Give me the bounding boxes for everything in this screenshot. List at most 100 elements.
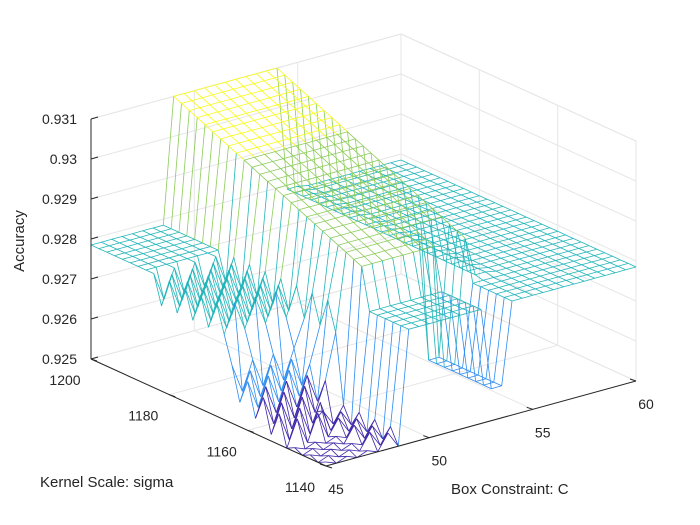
surface-edge <box>335 217 344 226</box>
surface-edge <box>477 267 489 269</box>
surface-edge <box>129 239 138 244</box>
surface-edge <box>450 194 462 199</box>
surface-edge <box>403 316 414 320</box>
surface-edge <box>225 81 234 90</box>
surface-edge <box>293 152 304 157</box>
surface-edge <box>329 124 340 128</box>
surface-edge <box>547 253 559 258</box>
surface-edge <box>304 386 316 413</box>
surface-edge <box>249 174 261 265</box>
surface-edge <box>464 237 476 275</box>
surface-edge <box>319 203 328 212</box>
surface-edge <box>462 260 471 266</box>
surface-edge <box>408 163 417 168</box>
surface-edge <box>476 201 485 206</box>
surface-edge <box>588 245 597 250</box>
surface-edge <box>290 202 300 210</box>
surface-edge <box>264 114 275 118</box>
surface-edge <box>531 226 540 231</box>
surface-edge <box>310 199 319 204</box>
surface-edge <box>555 257 566 261</box>
surface-edge <box>142 227 154 232</box>
surface-edge <box>487 218 498 223</box>
surface-edge <box>371 186 382 191</box>
surface-edge <box>379 308 388 313</box>
surface-edge <box>424 170 433 175</box>
surface-edge <box>303 186 315 191</box>
surface-edge <box>437 206 446 211</box>
surface-edge <box>491 385 502 390</box>
surface-edge <box>467 374 479 379</box>
surface-edge <box>417 232 430 361</box>
surface-edge <box>179 254 188 259</box>
surface-edge <box>492 206 503 210</box>
surface-edge <box>181 245 193 250</box>
surface-edge <box>402 217 411 226</box>
surface-edge <box>158 260 167 265</box>
surface-edge <box>288 175 297 184</box>
surface-edge <box>197 252 208 257</box>
surface-edge <box>343 424 355 445</box>
surface-edge <box>150 234 159 239</box>
surface-edge <box>282 84 291 93</box>
surface-edge <box>207 249 219 254</box>
surface-edge <box>532 269 543 273</box>
surface-edge <box>453 191 462 196</box>
surface-edge <box>536 233 548 238</box>
surface-edge <box>220 289 230 322</box>
surface-edge <box>209 104 219 113</box>
surface-edge <box>338 417 350 432</box>
surface-edge <box>192 294 202 321</box>
surface-edge <box>171 274 181 307</box>
surface-edge <box>137 240 149 244</box>
surface-edge <box>366 315 378 432</box>
surface-edge <box>298 169 310 174</box>
surface-edge <box>353 219 364 223</box>
surface-edge <box>196 117 206 125</box>
surface-edge <box>463 208 475 212</box>
surface-edge <box>207 114 216 123</box>
surface-edge <box>153 273 162 306</box>
surface-edge <box>398 185 410 190</box>
surface-edge <box>230 95 242 100</box>
surface-edge <box>202 242 211 247</box>
surface-edge <box>132 233 141 238</box>
surface-edge <box>469 263 481 266</box>
surface-edge <box>357 165 367 174</box>
surface-edge <box>269 131 281 135</box>
surface-edge <box>524 288 536 293</box>
surface-edge <box>482 254 494 258</box>
surface-edge <box>286 380 298 408</box>
surface-edge <box>431 291 442 295</box>
surface-edge <box>500 257 509 263</box>
surface-edge <box>316 137 327 141</box>
surface-edge <box>628 263 637 268</box>
surface-edge <box>560 270 569 275</box>
surface-edge <box>521 275 530 280</box>
surface-edge <box>287 98 299 103</box>
surface-edge <box>338 241 349 246</box>
surface-edge <box>142 253 151 258</box>
surface-edge <box>479 195 488 200</box>
surface-edge <box>254 154 265 158</box>
surface-edge <box>336 180 347 184</box>
surface-edge <box>529 230 540 234</box>
surface-edge <box>293 318 305 349</box>
surface-mesh <box>90 67 637 464</box>
surface-edge <box>456 230 468 272</box>
surface-edge <box>244 277 253 310</box>
surface-edge <box>431 316 440 322</box>
surface-edge <box>173 96 182 104</box>
surface-edge <box>380 208 392 212</box>
surface-edge <box>358 199 369 203</box>
z-tick-label: 0.927 <box>42 271 77 287</box>
surface-edge <box>493 251 504 256</box>
surface-edge <box>395 244 406 249</box>
surface-edge <box>369 165 381 169</box>
surface-edge <box>227 108 237 117</box>
surface-edge <box>256 73 265 82</box>
surface-edge <box>199 107 208 116</box>
surface-edge <box>338 417 347 438</box>
surface-edge <box>212 262 222 296</box>
surface-edge <box>423 209 434 213</box>
